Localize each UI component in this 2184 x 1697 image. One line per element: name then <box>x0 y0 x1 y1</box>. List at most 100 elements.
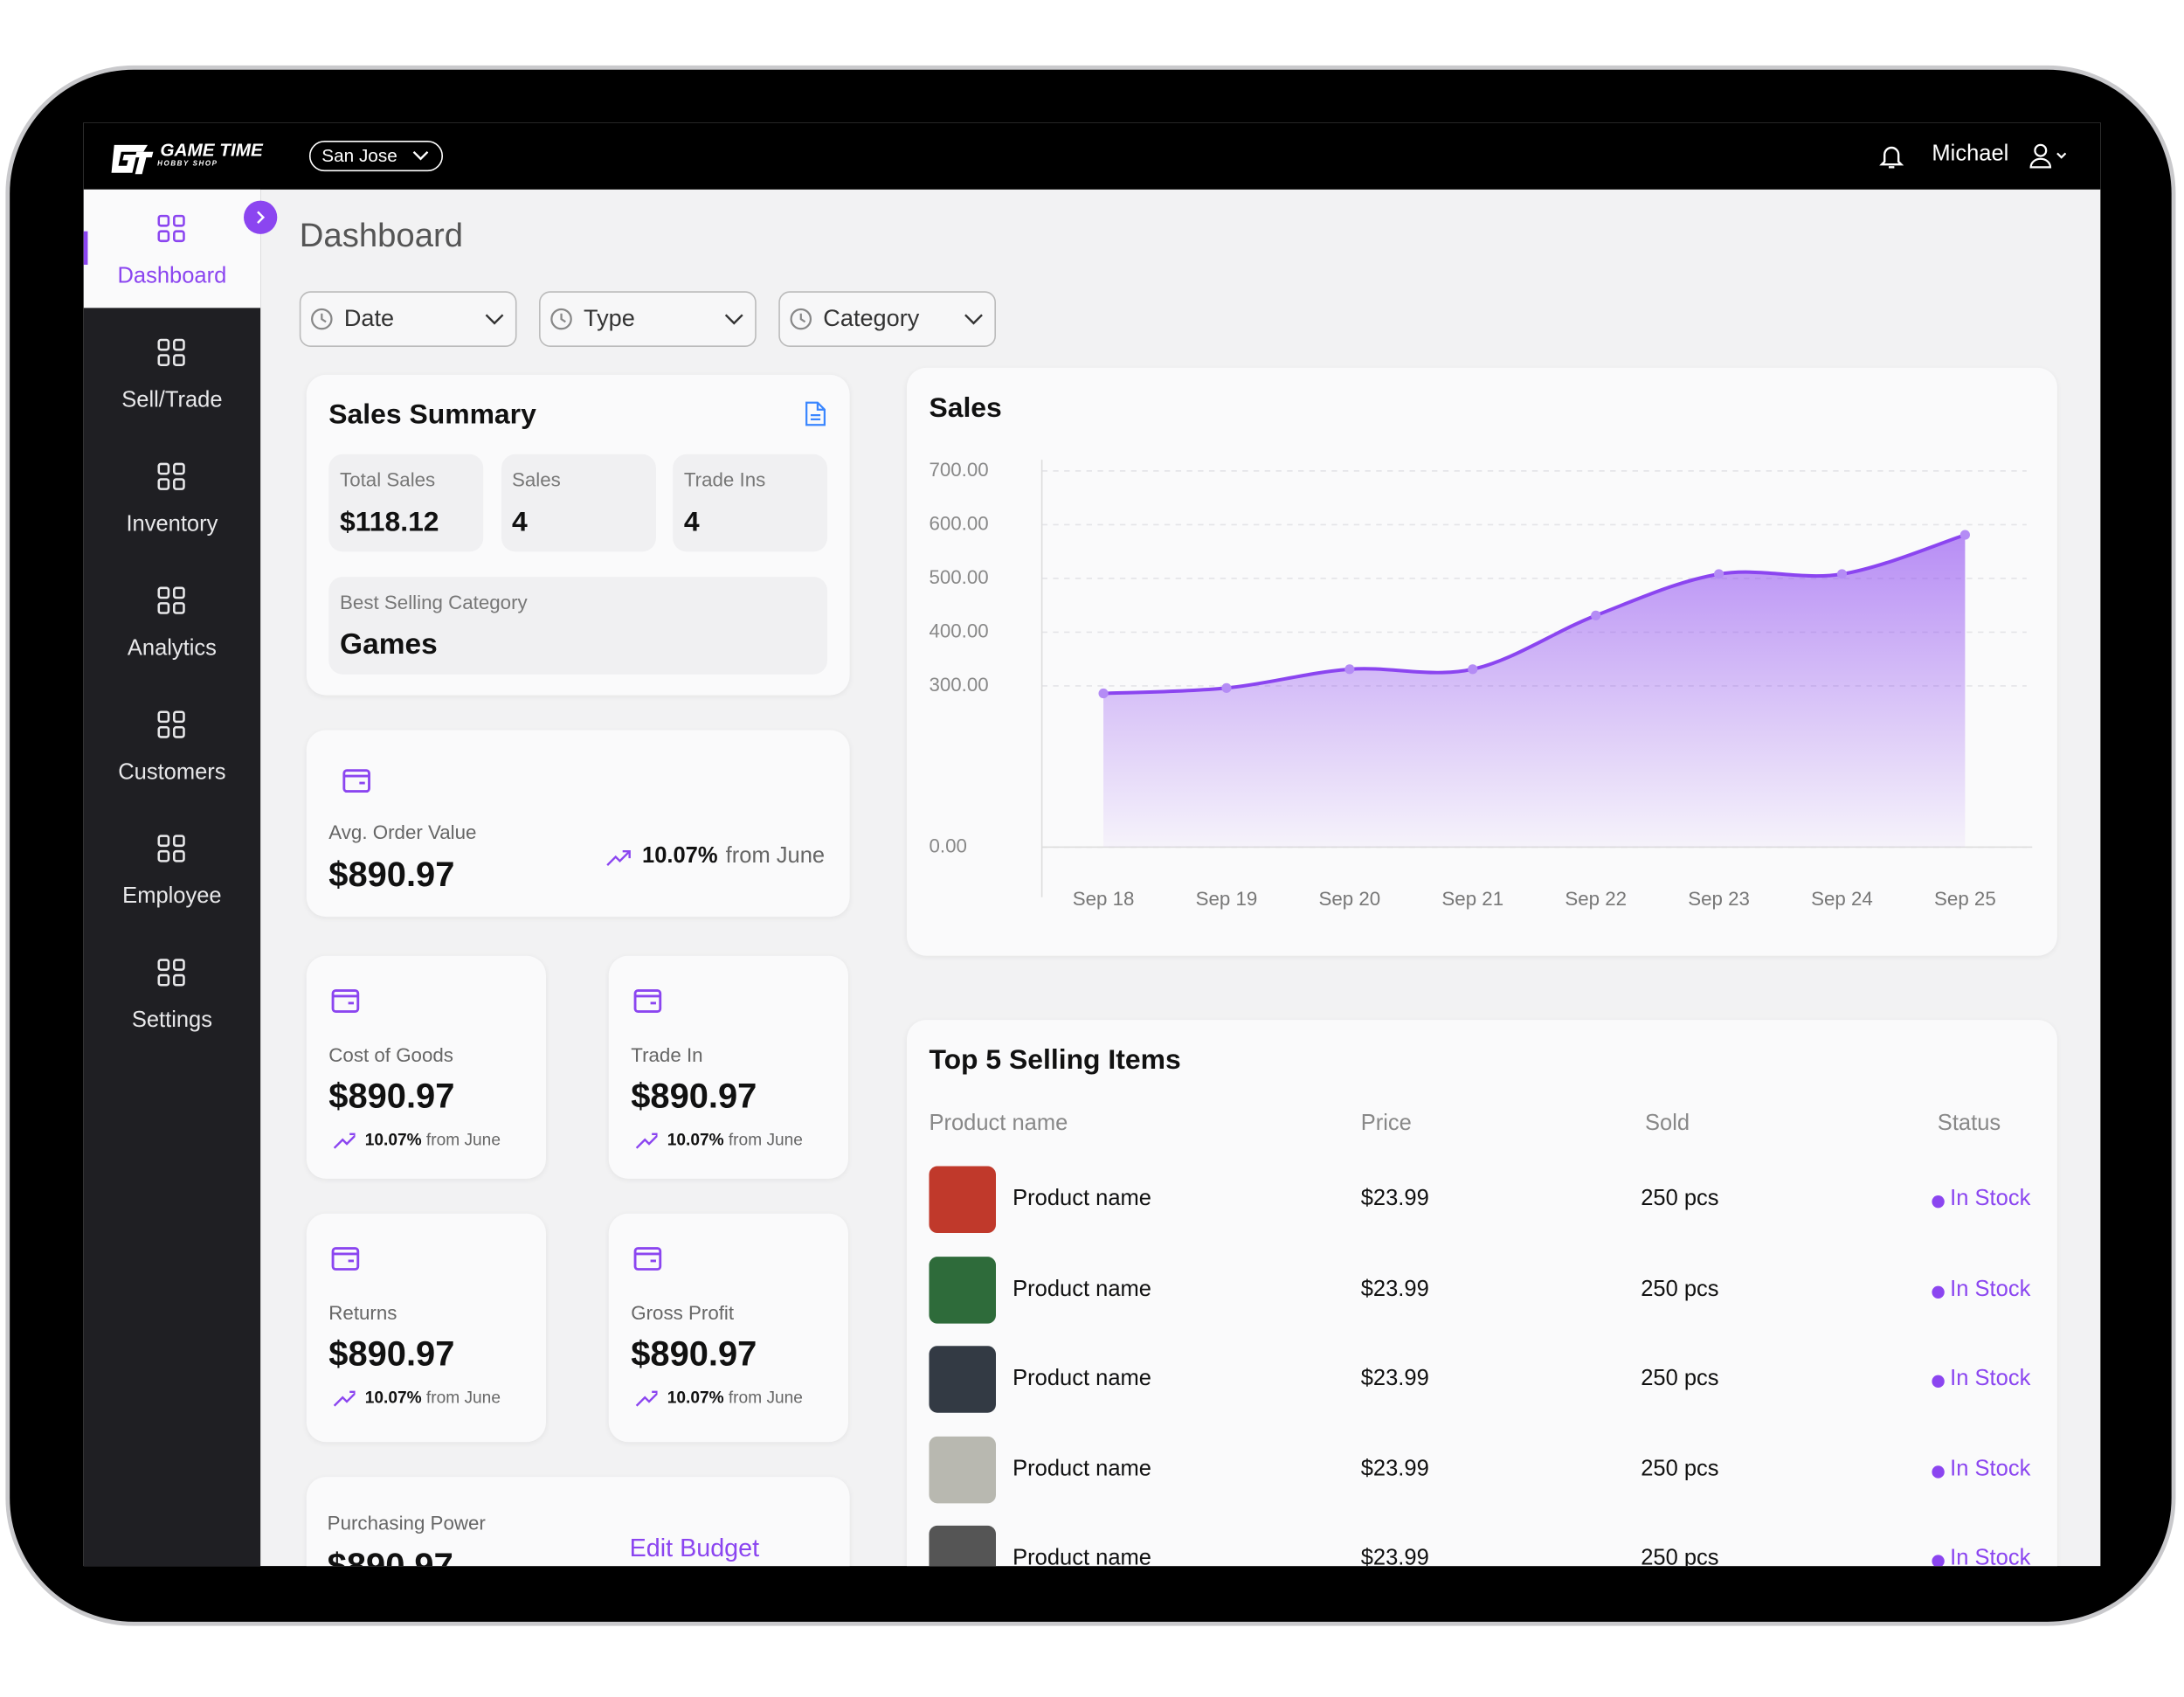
purchasing-value: $890.97 <box>327 1546 453 1567</box>
y-tick-label: 300.00 <box>929 674 988 696</box>
trend-suffix: from June <box>725 844 826 869</box>
y-tick-label: 500.00 <box>929 566 988 588</box>
status: In Stock <box>1950 1456 2031 1481</box>
status: In Stock <box>1950 1367 2031 1391</box>
filter-label: Category <box>823 305 920 332</box>
metric-value: $890.97 <box>328 855 455 895</box>
trend-icon <box>635 1390 658 1407</box>
product-image <box>929 1346 996 1413</box>
active-indicator <box>83 231 88 265</box>
report-icon <box>805 401 826 426</box>
y-tick-label: 600.00 <box>929 512 988 534</box>
metric-card: Cost of Goods $890.97 10.07% from June <box>306 955 547 1179</box>
filter-dropdown[interactable]: Category <box>778 291 996 348</box>
status: In Stock <box>1950 1187 2031 1211</box>
sidebar-icon <box>157 959 185 987</box>
card-title: Sales Summary <box>328 399 536 431</box>
cell: Product name <box>1013 1187 1151 1211</box>
product-image <box>929 1525 996 1567</box>
column-header: Product name <box>929 1112 1068 1136</box>
status-dot <box>1932 1375 1945 1389</box>
sidebar-item[interactable]: Sell/Trade <box>84 314 260 433</box>
chart-title: Sales <box>929 391 1001 423</box>
filter-dropdown[interactable]: Type <box>539 291 757 348</box>
point <box>1098 688 1109 699</box>
cell: $23.99 <box>1360 1277 1429 1301</box>
cell: 250 pcs <box>1641 1277 1719 1301</box>
chevron-right <box>257 211 266 224</box>
metric-label: Gross Profit <box>631 1301 735 1324</box>
x-tick-label: Sep 24 <box>1811 888 1873 910</box>
status: In Stock <box>1950 1277 2031 1301</box>
purchasing-label: Purchasing Power <box>327 1511 486 1534</box>
sidebar-item[interactable]: Employee <box>84 809 260 928</box>
trend: 10.07% from June <box>333 1130 542 1153</box>
metric-icon <box>331 1247 360 1271</box>
x-tick-label: Sep 20 <box>1319 888 1381 910</box>
user-name[interactable]: Michael <box>1932 142 2009 166</box>
edit-budget[interactable]: Edit Budget <box>629 1534 760 1562</box>
metric-value: $890.97 <box>631 1077 757 1117</box>
x-tick-label: Sep 25 <box>1934 888 1996 910</box>
sidebar-item[interactable]: Inventory <box>84 438 260 557</box>
sidebar-label: Inventory <box>126 512 218 537</box>
filter-dropdown[interactable]: Date <box>299 291 517 348</box>
cell: $23.99 <box>1360 1456 1429 1481</box>
cell: Product name <box>1013 1546 1151 1567</box>
trend: 10.07% from June <box>635 1388 844 1410</box>
top-bar: GAME TIME HOBBY SHOP San Jose Michael <box>83 122 2101 190</box>
card-title: Top 5 Selling Items <box>929 1044 1181 1076</box>
trend-value: 10.07% <box>667 1130 724 1150</box>
sidebar-label: Dashboard <box>117 264 227 289</box>
trend: 10.07% from June <box>606 844 843 872</box>
sidebar-item[interactable]: Settings <box>84 933 260 1052</box>
sidebar-label: Employee <box>122 884 222 909</box>
location-dropdown[interactable]: San Jose <box>308 141 444 172</box>
logo-text: GAME TIME <box>160 139 263 161</box>
best-label: Best Selling Category <box>340 591 528 613</box>
filter-icon <box>550 308 572 330</box>
sidebar-icon <box>157 586 185 614</box>
point <box>1591 610 1601 620</box>
metric-value: $890.97 <box>328 1334 455 1375</box>
x-tick-label: Sep 21 <box>1441 888 1503 910</box>
sidebar-item[interactable]: Dashboard <box>83 189 261 308</box>
sidebar-item[interactable]: Customers <box>84 685 260 804</box>
filter-label: Type <box>584 305 635 332</box>
status: In Stock <box>1950 1546 2031 1567</box>
user-icon <box>2029 143 2067 169</box>
cell: 250 pcs <box>1641 1367 1719 1391</box>
metric-card: Gross Profit $890.97 10.07% from June <box>608 1213 848 1443</box>
trend-icon <box>333 1132 356 1149</box>
sidebar-icon <box>157 835 185 862</box>
point <box>1836 569 1848 579</box>
y-tick-label: 700.00 <box>929 459 988 481</box>
metric-label: Returns <box>328 1301 397 1324</box>
trend-value: 10.07% <box>364 1388 422 1408</box>
sidebar-toggle[interactable] <box>244 200 278 234</box>
metric-label: Cost of Goods <box>328 1043 453 1066</box>
sidebar-label: Customers <box>118 760 226 785</box>
metric-icon <box>633 1247 662 1271</box>
sidebar: Dashboard Sell/Trade Inventory Analytics Cus… <box>83 189 261 1567</box>
trend-icon <box>606 849 631 866</box>
product-image <box>929 1436 996 1503</box>
metric-label: Avg. Order Value <box>328 821 477 843</box>
y-tick-label: 400.00 <box>929 620 988 641</box>
x-tick-label: Sep 19 <box>1196 888 1258 910</box>
screen: GAME TIME HOBBY SHOP San Jose Michael Dashbo… <box>83 122 2101 1567</box>
trend-value: 10.07% <box>667 1388 724 1408</box>
cell: $23.99 <box>1360 1367 1429 1391</box>
sidebar-item[interactable]: Analytics <box>84 562 260 681</box>
cell: $23.99 <box>1360 1546 1429 1567</box>
stat-tile: Sales 4 <box>501 454 656 552</box>
cell: Product name <box>1013 1367 1151 1391</box>
stat-value: $118.12 <box>340 507 439 538</box>
trend-value: 10.07% <box>364 1130 422 1150</box>
trend-suffix: from June <box>728 1130 803 1150</box>
filter-label: Date <box>343 305 395 332</box>
bell-icon[interactable] <box>1877 142 1905 170</box>
trend-value: 10.07% <box>642 844 718 869</box>
filter-icon <box>311 308 333 330</box>
chevron <box>485 314 504 325</box>
